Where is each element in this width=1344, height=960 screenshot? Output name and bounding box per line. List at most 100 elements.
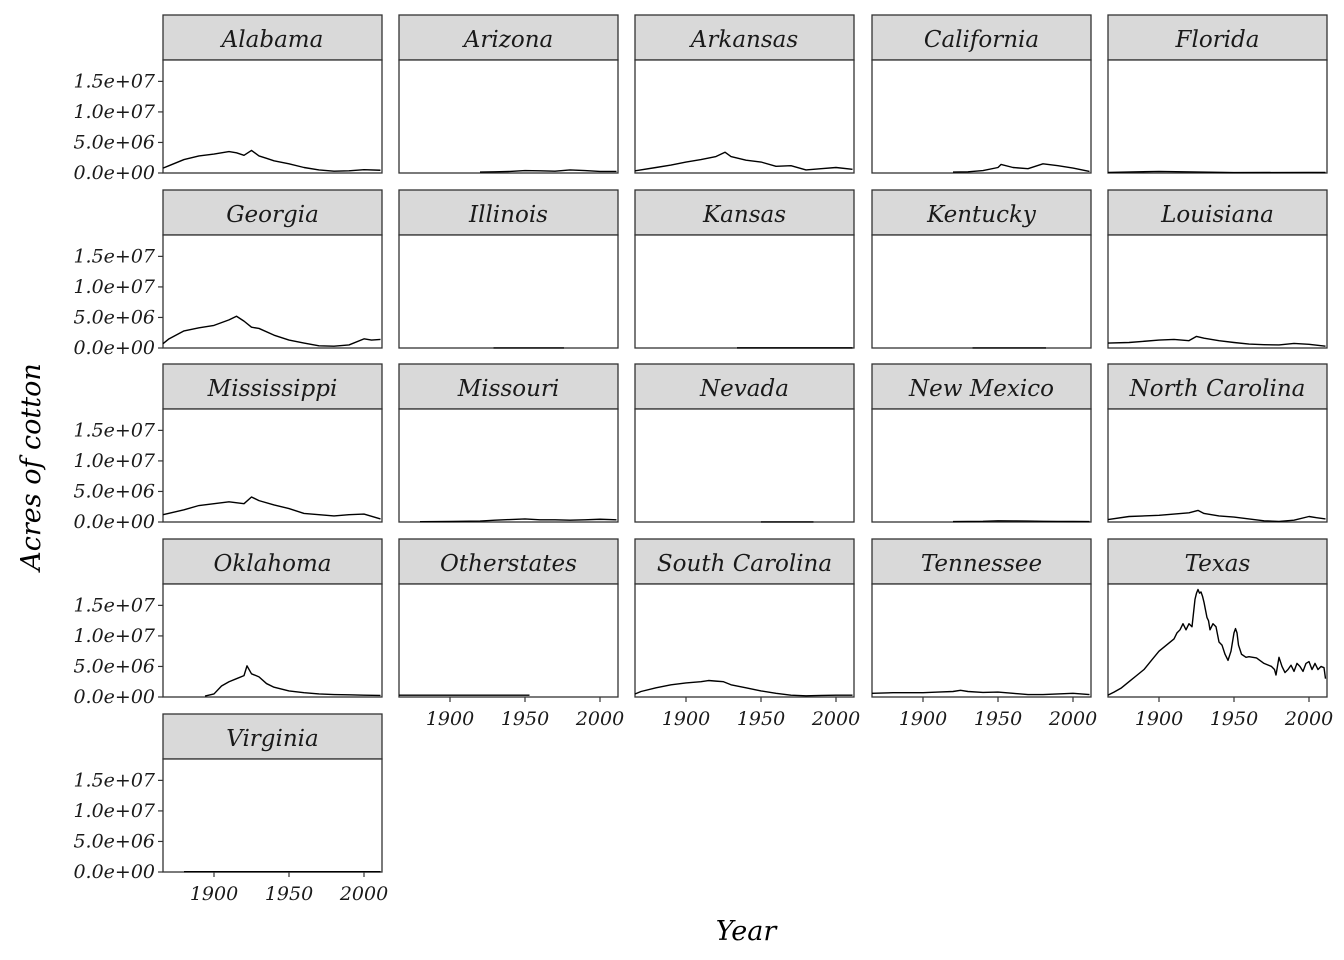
- strip-nevada: [634, 363, 855, 410]
- y-tick-label: 5.0e+06: [73, 655, 155, 677]
- x-tick-label: 2000: [1284, 708, 1333, 730]
- y-tick-label: 5.0e+06: [73, 480, 155, 502]
- panel-new-mexico: New Mexico: [871, 363, 1092, 523]
- strip-label-otherstates: Otherstates: [440, 551, 577, 577]
- strip-kansas: [634, 189, 855, 236]
- y-tick-label: 0.0e+00: [73, 861, 155, 883]
- y-tick-label: 1.0e+07: [73, 450, 155, 472]
- y-tick-label: 1.5e+07: [73, 769, 155, 791]
- panel-area-new-mexico: [871, 408, 1092, 523]
- strip-label-new-mexico: New Mexico: [908, 376, 1054, 402]
- y-tick-label: 1.5e+07: [73, 70, 155, 92]
- strip-label-florida: Florida: [1175, 27, 1260, 53]
- strip-label-texas: Texas: [1185, 551, 1251, 577]
- strip-label-arizona: Arizona: [462, 27, 553, 53]
- panel-area-north-carolina: [1107, 408, 1328, 523]
- panel-nevada: Nevada: [634, 363, 855, 523]
- panel-louisiana: Louisiana: [1107, 189, 1328, 349]
- strip-label-illinois: Illinois: [468, 202, 548, 228]
- strip-florida: [1107, 14, 1328, 61]
- panel-area-nevada: [634, 408, 855, 523]
- x-axis-title: Year: [716, 916, 779, 947]
- x-tick-label: 2000: [1048, 708, 1097, 730]
- panel-arizona: Arizona: [398, 14, 619, 174]
- panel-virginia: Virginia 0.0e+00 5.0e+06 1.0e+07 1.5e+07 1900…: [73, 713, 388, 905]
- strip-label-california: California: [924, 27, 1039, 53]
- x-tick-label: 2000: [339, 883, 388, 905]
- series-line-missouri: [419, 518, 617, 523]
- panel-kentucky: Kentucky: [871, 189, 1092, 349]
- strip-north-carolina: [1107, 363, 1328, 410]
- strip-illinois: [398, 189, 619, 236]
- x-tick-label: 1950: [737, 708, 785, 730]
- strip-kentucky: [871, 189, 1092, 236]
- y-tick-label: 5.0e+06: [73, 131, 155, 153]
- y-axis-title: Acres of cotton: [16, 363, 47, 574]
- series-line-texas: [1107, 588, 1327, 696]
- panel-area-arizona: [398, 59, 619, 174]
- x-tick-label: 1950: [265, 883, 313, 905]
- panel-otherstates: Otherstates 1900 1950 2000: [398, 538, 624, 730]
- strip-label-arkansas: Arkansas: [689, 27, 799, 53]
- series-line-tennessee: [871, 689, 1090, 696]
- y-tick-label: 1.0e+07: [73, 625, 155, 647]
- panel-area-alabama: [162, 59, 383, 174]
- panel-tennessee: Tennessee 1900 1950 2000: [871, 538, 1097, 730]
- series-line-new-mexico: [952, 520, 1090, 523]
- x-tick-label: 2000: [811, 708, 860, 730]
- strip-louisiana: [1107, 189, 1328, 236]
- y-tick-label: 5.0e+06: [73, 830, 155, 852]
- panel-area-kentucky: [871, 234, 1092, 349]
- strip-oklahoma: [162, 538, 383, 585]
- y-tick-label: 1.0e+07: [73, 276, 155, 298]
- series-line-louisiana: [1107, 335, 1326, 347]
- strip-label-tennessee: Tennessee: [921, 551, 1042, 577]
- y-tick-label: 5.0e+06: [73, 306, 155, 328]
- panel-florida: Florida: [1107, 14, 1328, 174]
- strip-label-alabama: Alabama: [220, 27, 324, 53]
- strip-label-south-carolina: South Carolina: [657, 551, 832, 577]
- panel-area-illinois: [398, 234, 619, 349]
- panel-area-south-carolina: [634, 583, 855, 698]
- y-tick-label: 1.0e+07: [73, 101, 155, 123]
- series-line-mississippi: [162, 496, 381, 520]
- strip-new-mexico: [871, 363, 1092, 410]
- series-line-south-carolina: [634, 679, 853, 697]
- strip-label-virginia: Virginia: [226, 726, 319, 752]
- strip-label-nevada: Nevada: [699, 376, 789, 402]
- panel-area-tennessee: [871, 583, 1092, 698]
- panel-california: California: [871, 14, 1092, 174]
- strip-label-missouri: Missouri: [457, 376, 560, 402]
- strip-label-oklahoma: Oklahoma: [213, 551, 331, 577]
- y-tick-label: 1.5e+07: [73, 594, 155, 616]
- x-tick-label: 2000: [575, 708, 624, 730]
- x-tick-label: 1950: [501, 708, 549, 730]
- strip-california: [871, 14, 1092, 61]
- strip-texas: [1107, 538, 1328, 585]
- x-tick-label: 1900: [426, 708, 474, 730]
- panel-texas: Texas 1900 1950 2000: [1107, 538, 1333, 730]
- panel-area-virginia: [162, 758, 383, 873]
- y-tick-label: 0.0e+00: [73, 511, 155, 533]
- strip-south-carolina: [634, 538, 855, 585]
- panel-area-texas: [1107, 583, 1328, 698]
- strip-tennessee: [871, 538, 1092, 585]
- panel-area-mississippi: [162, 408, 383, 523]
- panel-north-carolina: North Carolina: [1107, 363, 1328, 523]
- panel-illinois: Illinois: [398, 189, 619, 349]
- y-tick-label: 1.5e+07: [73, 419, 155, 441]
- strip-label-georgia: Georgia: [226, 202, 319, 228]
- panel-area-missouri: [398, 408, 619, 523]
- series-line-oklahoma: [204, 665, 381, 697]
- panel-area-georgia: [162, 234, 383, 349]
- series-line-alabama: [162, 149, 381, 172]
- strip-arizona: [398, 14, 619, 61]
- x-tick-label: 1900: [190, 883, 238, 905]
- panel-area-kansas: [634, 234, 855, 349]
- panel-area-arkansas: [634, 59, 855, 174]
- strip-label-mississippi: Mississippi: [207, 376, 338, 402]
- strip-label-north-carolina: North Carolina: [1129, 376, 1306, 402]
- panel-area-oklahoma: [162, 583, 383, 698]
- strip-otherstates: [398, 538, 619, 585]
- panel-kansas: Kansas: [634, 189, 855, 349]
